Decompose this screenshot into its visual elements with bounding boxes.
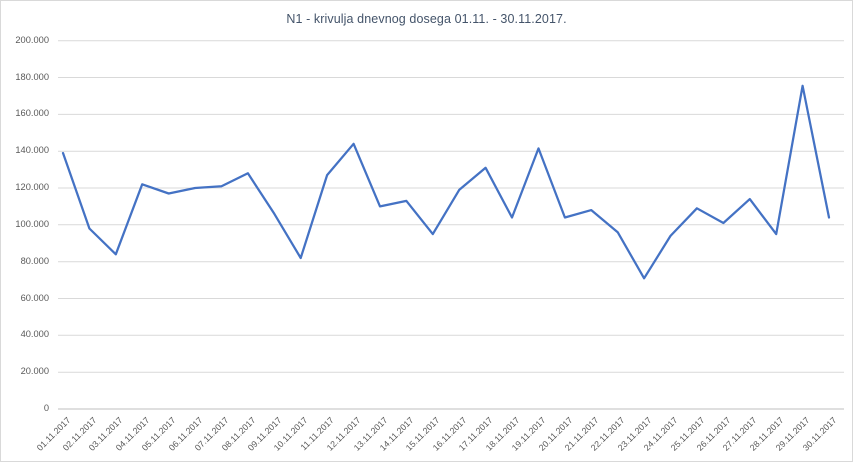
- y-tick-label: 180.000: [15, 71, 49, 82]
- y-tick-label: 60.000: [20, 292, 49, 303]
- series-line: [61, 84, 831, 280]
- y-tick-label: 20.000: [20, 366, 49, 377]
- y-tick-label: 200.000: [15, 34, 49, 45]
- y-tick-label: 80.000: [20, 255, 49, 266]
- y-tick-label: 100.000: [15, 218, 49, 229]
- y-tick-label: 160.000: [15, 108, 49, 119]
- chart-title: N1 - krivulja dnevnog dosega 01.11. - 30…: [286, 12, 567, 26]
- y-tick-label: 40.000: [20, 329, 49, 340]
- y-tick-label: 120.000: [15, 182, 49, 193]
- y-tick-label: 140.000: [15, 145, 49, 156]
- y-tick-label: 0: [43, 403, 49, 413]
